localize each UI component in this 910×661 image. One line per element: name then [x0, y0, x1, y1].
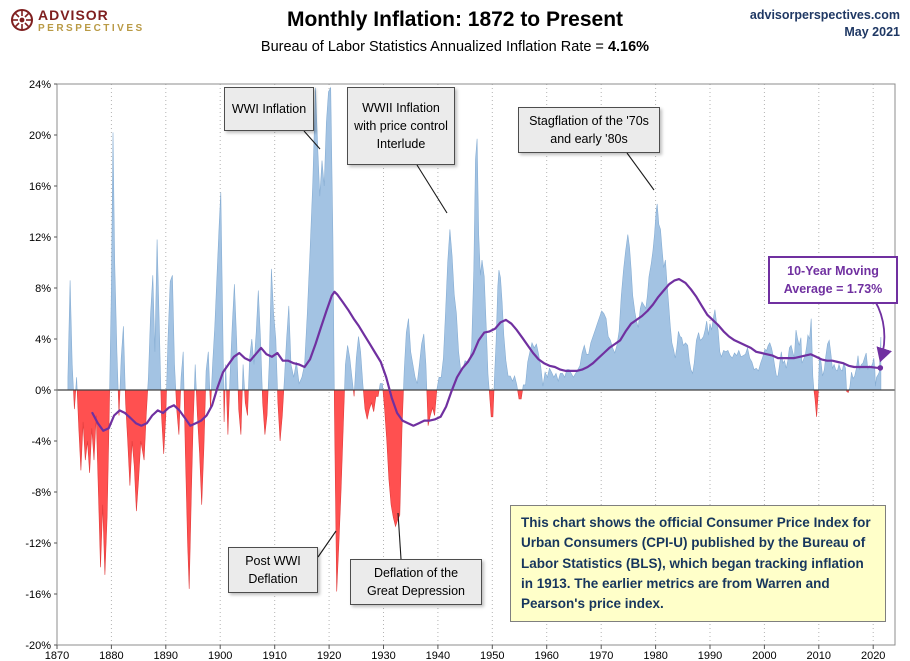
- svg-text:1960: 1960: [534, 650, 558, 661]
- annotation-great-depression-deflation: Deflation of the Great Depression: [350, 559, 482, 605]
- svg-text:0%: 0%: [35, 385, 51, 397]
- annotation-post-wwi-deflation: Post WWI Deflation: [228, 547, 318, 593]
- moving-average-arrow: [874, 300, 892, 363]
- y-axis-labels: 24% 20% 16% 12% 8% 4% 0% -4% -8% -12% -16% -20%: [25, 79, 57, 652]
- svg-text:1870: 1870: [45, 650, 69, 661]
- svg-text:16%: 16%: [29, 181, 51, 193]
- svg-text:-20%: -20%: [25, 640, 51, 652]
- svg-text:1990: 1990: [698, 650, 722, 661]
- svg-text:1950: 1950: [480, 650, 504, 661]
- svg-text:4%: 4%: [35, 334, 51, 346]
- annotation-wwi-inflation: WWI Inflation: [224, 87, 314, 131]
- compass-icon: [11, 9, 33, 31]
- svg-text:-4%: -4%: [31, 436, 51, 448]
- svg-text:-12%: -12%: [25, 538, 51, 550]
- moving-average-label: 10-Year Moving Average = 1.73%: [768, 256, 898, 305]
- svg-text:1970: 1970: [589, 650, 613, 661]
- svg-text:24%: 24%: [29, 79, 51, 91]
- svg-text:-8%: -8%: [31, 487, 51, 499]
- annotation-wwii-inflation: WWII Inflation with price control Interl…: [347, 87, 455, 165]
- svg-text:1940: 1940: [426, 650, 450, 661]
- svg-text:1890: 1890: [154, 650, 178, 661]
- svg-text:1900: 1900: [208, 650, 232, 661]
- x-axis-labels: 1870 1880 1890 1900 1910 1920 1930 1940 1950 1960…: [45, 645, 885, 661]
- site-block: advisorperspectives.com May 2021: [750, 8, 900, 39]
- svg-text:8%: 8%: [35, 283, 51, 295]
- svg-text:1920: 1920: [317, 650, 341, 661]
- svg-text:12%: 12%: [29, 232, 51, 244]
- source-note: This chart shows the official Consumer P…: [510, 505, 886, 623]
- callout-leader-lines: [303, 130, 655, 560]
- advisor-perspectives-logo: ADVISOR PERSPECTIVES: [10, 7, 145, 35]
- svg-text:1930: 1930: [371, 650, 395, 661]
- moving-average-line: [91, 278, 882, 432]
- annotation-stagflation: Stagflation of the '70s and early '80s: [518, 107, 660, 153]
- plot-border: [56, 83, 896, 646]
- logo-perspectives-text: PERSPECTIVES: [38, 23, 145, 35]
- svg-text:-16%: -16%: [25, 589, 51, 601]
- svg-text:1980: 1980: [643, 650, 667, 661]
- logo-advisor-text: ADVISOR: [38, 7, 109, 23]
- svg-text:1910: 1910: [262, 650, 286, 661]
- svg-text:1880: 1880: [99, 650, 123, 661]
- date-label: May 2021: [844, 25, 900, 39]
- svg-text:2000: 2000: [752, 650, 776, 661]
- svg-text:2010: 2010: [807, 650, 831, 661]
- inflation-area-positive: [67, 86, 882, 390]
- svg-text:2020: 2020: [861, 650, 885, 661]
- moving-average-end-dot: [877, 365, 884, 371]
- site-link[interactable]: advisorperspectives.com: [749, 8, 900, 22]
- svg-text:20%: 20%: [29, 130, 51, 142]
